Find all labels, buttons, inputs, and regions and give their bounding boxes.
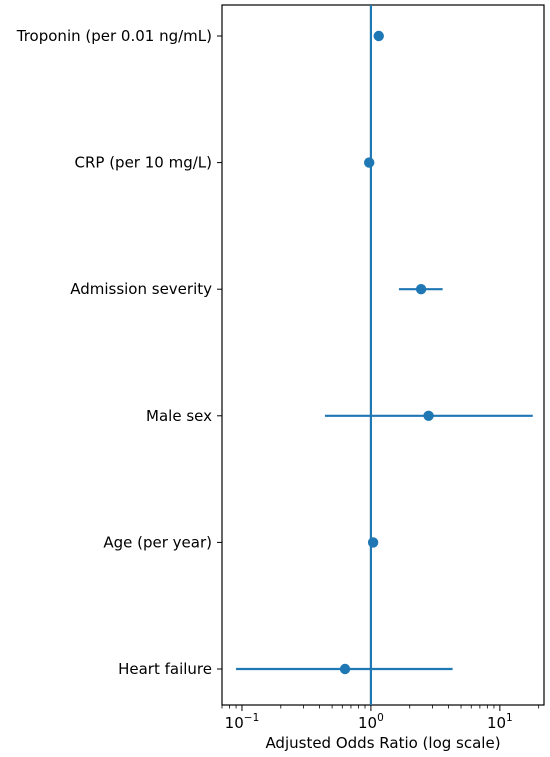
y-tick-label: Admission severity bbox=[70, 280, 212, 298]
x-tick-label: 100 bbox=[358, 712, 384, 732]
y-tick-label: Age (per year) bbox=[103, 533, 212, 551]
odds-ratio-point bbox=[367, 537, 379, 548]
x-tick-label: 101 bbox=[487, 712, 513, 732]
y-tick-label: Troponin (per 0.01 ng/mL) bbox=[16, 27, 212, 45]
odds-ratio-point bbox=[423, 410, 434, 421]
odds-ratio-point bbox=[339, 663, 351, 675]
x-tick-label: 10−1 bbox=[225, 712, 260, 732]
y-tick-label: Male sex bbox=[146, 407, 212, 425]
odds-ratio-point bbox=[373, 30, 384, 42]
y-tick-label: CRP (per 10 mg/L) bbox=[75, 154, 213, 172]
odds-ratio-point bbox=[364, 157, 375, 168]
y-tick-label: Heart failure bbox=[118, 660, 212, 678]
odds-ratio-point bbox=[415, 284, 427, 295]
plot-area bbox=[221, 4, 545, 706]
x-axis-label: Adjusted Odds Ratio (log scale) bbox=[265, 734, 500, 752]
